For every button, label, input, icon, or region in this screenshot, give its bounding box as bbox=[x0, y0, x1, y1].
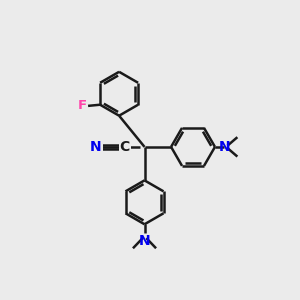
Text: C: C bbox=[120, 140, 130, 154]
Text: N: N bbox=[219, 140, 230, 154]
Text: F: F bbox=[78, 99, 87, 112]
Text: C: C bbox=[120, 140, 130, 154]
Text: N: N bbox=[139, 234, 150, 248]
Text: N: N bbox=[90, 140, 102, 154]
Text: N: N bbox=[90, 140, 102, 154]
